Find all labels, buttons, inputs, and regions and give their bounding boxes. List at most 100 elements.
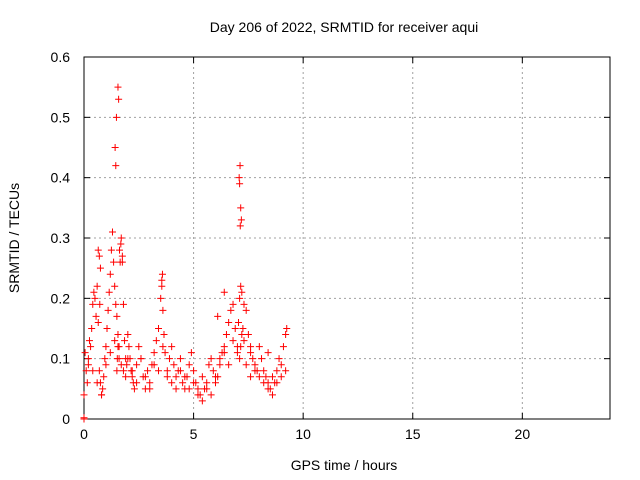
data-point	[170, 361, 178, 369]
data-point	[93, 282, 101, 290]
data-point	[220, 349, 228, 357]
data-point	[112, 162, 120, 170]
data-point	[279, 343, 287, 351]
data-point	[113, 312, 121, 320]
data-point	[98, 391, 106, 399]
data-point	[158, 282, 166, 290]
data-point	[111, 337, 119, 345]
data-point	[121, 337, 129, 345]
data-point	[92, 312, 100, 320]
data-point	[240, 300, 248, 308]
data-point	[203, 379, 211, 387]
data-point	[194, 385, 202, 393]
data-point	[225, 318, 233, 326]
data-point	[135, 343, 143, 351]
data-point	[220, 288, 228, 296]
data-point	[117, 234, 125, 242]
data-point	[99, 385, 107, 393]
data-point	[237, 282, 245, 290]
data-point	[130, 385, 138, 393]
data-point	[122, 373, 130, 381]
data-point	[124, 331, 132, 339]
data-point	[247, 343, 255, 351]
y-axis-label: SRMTID / TECUs	[6, 183, 22, 293]
data-point	[157, 294, 165, 302]
data-point	[190, 367, 198, 375]
data-point	[116, 246, 124, 254]
data-point	[260, 367, 268, 375]
data-point	[96, 264, 104, 272]
data-point	[106, 270, 114, 278]
data-point	[172, 385, 180, 393]
data-point	[247, 349, 255, 357]
data-point	[82, 367, 90, 375]
data-point	[124, 355, 132, 363]
data-point	[118, 258, 126, 266]
data-point	[110, 258, 118, 266]
data-point	[165, 355, 173, 363]
data-point	[220, 343, 228, 351]
data-point	[203, 385, 211, 393]
data-point	[87, 343, 95, 351]
y-tick-label: 0.5	[51, 109, 71, 125]
data-point	[264, 349, 272, 357]
data-point	[168, 343, 176, 351]
data-point	[112, 113, 120, 121]
y-tick-label: 0.6	[51, 49, 71, 65]
y-tick-label: 0.1	[51, 351, 71, 367]
data-point	[111, 144, 119, 151]
data-point	[273, 367, 281, 375]
chart-title: Day 206 of 2022, SRMTID for receiver aqu…	[210, 19, 478, 35]
data-point	[84, 361, 92, 369]
data-point	[282, 331, 290, 339]
data-point	[83, 379, 91, 387]
data-point	[240, 337, 248, 345]
y-tick-label: 0.4	[51, 170, 71, 186]
data-point	[114, 83, 122, 91]
data-point	[238, 288, 246, 296]
data-point	[161, 349, 169, 357]
data-point	[212, 373, 219, 381]
data-point	[190, 379, 198, 387]
data-point	[133, 379, 141, 387]
data-point	[119, 367, 127, 375]
data-points	[80, 83, 291, 423]
data-point	[283, 325, 291, 332]
data-point	[214, 312, 222, 320]
y-tick-label: 0.2	[51, 290, 71, 306]
data-point	[94, 246, 102, 254]
data-point	[268, 391, 276, 399]
data-point	[80, 391, 88, 399]
data-point	[119, 300, 127, 308]
data-point	[247, 373, 255, 381]
x-tick-label: 10	[295, 426, 311, 442]
data-point	[216, 355, 224, 363]
data-point	[172, 373, 180, 381]
data-point	[94, 318, 102, 326]
data-point	[275, 355, 283, 363]
data-point	[114, 343, 122, 351]
data-point	[233, 349, 241, 357]
data-point	[137, 355, 145, 363]
data-point	[187, 349, 195, 357]
data-point	[144, 367, 152, 375]
data-point	[93, 379, 101, 387]
data-point	[146, 385, 154, 393]
data-point	[102, 343, 110, 351]
y-tick-label: 0	[62, 411, 70, 427]
x-tick-label: 0	[80, 426, 88, 442]
data-point	[159, 343, 167, 351]
data-point	[150, 349, 158, 357]
data-point	[282, 367, 290, 375]
tick-labels: 0 5 10 15 20 0 0.1 0.2 0.3 0.4 0.5 0.6	[51, 49, 531, 442]
data-point	[102, 361, 110, 369]
data-point	[207, 355, 215, 363]
data-point	[249, 355, 257, 363]
data-point	[95, 367, 103, 375]
data-point	[115, 355, 123, 363]
data-point	[101, 355, 109, 363]
data-point	[118, 252, 126, 260]
data-point	[236, 162, 244, 170]
data-point	[89, 300, 97, 308]
